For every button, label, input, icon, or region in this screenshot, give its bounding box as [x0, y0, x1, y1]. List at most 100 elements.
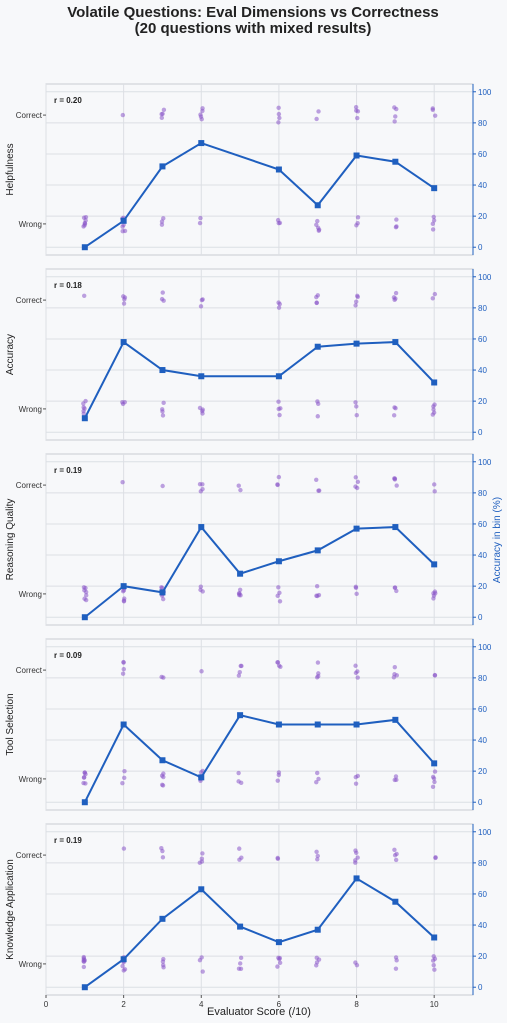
panel-2: 0 20 40 60 80 100 Wrong Correct Accuracy r = 0.18 [5, 268, 492, 441]
scatter-point [353, 663, 358, 668]
scatter-point [394, 588, 399, 594]
right-tick-label: 0 [478, 428, 483, 437]
scatter-point [392, 664, 398, 670]
scatter-point [314, 584, 320, 589]
scatter-point [276, 955, 281, 961]
scatter-point [81, 780, 86, 786]
scatter-point [353, 400, 358, 405]
scatter-point [83, 218, 88, 223]
scatter-point [121, 301, 127, 306]
scatter-point [275, 660, 280, 665]
scatter-point [199, 117, 204, 122]
x-axis-label: Evaluator Score (/10) [207, 1006, 311, 1018]
scatter-point [120, 112, 126, 118]
scatter-point [391, 413, 397, 418]
accuracy-marker [81, 799, 88, 806]
scatter-point [236, 483, 241, 488]
scatter-point [237, 670, 242, 675]
scatter-point [354, 485, 360, 491]
scatter-point [238, 487, 243, 493]
right-tick-label: 40 [478, 181, 487, 190]
scatter-point [392, 105, 397, 110]
scatter-point [160, 959, 166, 964]
scatter-point [237, 846, 242, 851]
x-tick-label: 8 [354, 1000, 359, 1009]
scatter-point [84, 593, 89, 598]
scatter-point [393, 114, 398, 119]
scatter-point [433, 591, 438, 596]
scatter-point [161, 298, 166, 303]
correlation-label: r = 0.19 [54, 836, 82, 845]
scatter-point [121, 968, 126, 973]
correct-tick-label: Correct [16, 111, 43, 120]
right-tick-label: 60 [478, 890, 487, 899]
scatter-point [82, 293, 87, 298]
scatter-point [353, 848, 358, 853]
right-tick-label: 40 [478, 921, 487, 930]
scatter-point [160, 413, 166, 418]
scatter-point [120, 229, 125, 234]
scatter-point [159, 585, 164, 590]
scatter-point [393, 290, 399, 296]
scatter-point [355, 215, 361, 220]
accuracy-marker [353, 525, 360, 532]
scatter-point [315, 770, 320, 776]
scatter-point [432, 489, 437, 494]
correlation-label: r = 0.09 [54, 651, 82, 660]
scatter-point [275, 964, 280, 969]
scatter-point [198, 584, 204, 589]
plot-area [45, 268, 474, 441]
scatter-point [353, 858, 358, 863]
scatter-point [120, 401, 126, 407]
right-tick-label: 20 [478, 767, 487, 776]
accuracy-marker [392, 898, 399, 905]
right-tick-label: 100 [478, 643, 492, 652]
scatter-point [316, 488, 321, 493]
wrong-tick-label: Wrong [19, 220, 42, 229]
accuracy-marker [314, 343, 321, 350]
wrong-tick-label: Wrong [19, 960, 42, 969]
scatter-points [81, 474, 438, 604]
right-tick-label: 20 [478, 952, 487, 961]
plot-area [45, 453, 474, 626]
accuracy-line [83, 714, 435, 803]
scatter-point [159, 219, 165, 224]
accuracy-marker [431, 379, 438, 386]
accuracy-marker [275, 939, 282, 946]
scatter-point [355, 115, 360, 121]
accuracy-marker [81, 984, 88, 991]
scatter-point [200, 408, 205, 414]
accuracy-marker [275, 373, 282, 380]
scatter-point [277, 115, 282, 121]
scatter-points [81, 105, 438, 234]
scatter-point [315, 660, 321, 665]
scatter-point [315, 218, 320, 224]
scatter-point [394, 483, 399, 488]
accuracy-marker [275, 166, 282, 173]
accuracy-marker [237, 570, 244, 577]
accuracy-marker [81, 415, 88, 422]
scatter-point [316, 109, 321, 114]
scatter-point [315, 593, 320, 599]
accuracy-marker [431, 561, 438, 568]
scatter-point [122, 768, 127, 774]
right-tick-label: 40 [478, 366, 487, 375]
accuracy-marker [353, 875, 360, 882]
scatter-point [316, 957, 322, 962]
scatter-point [314, 779, 319, 785]
scatter-point [276, 663, 282, 668]
accuracy-marker [120, 583, 127, 590]
scatter-point [200, 108, 205, 114]
accuracy-marker [198, 524, 205, 531]
accuracy-marker [120, 217, 127, 224]
scatter-point [354, 413, 359, 418]
accuracy-marker [275, 558, 282, 565]
accuracy-marker [120, 721, 127, 728]
scatter-point [160, 596, 166, 602]
scatter-point [198, 489, 204, 494]
right-tick-label: 60 [478, 335, 487, 344]
scatter-point [392, 672, 397, 677]
scatter-point [277, 590, 282, 596]
scatter-point [354, 591, 359, 597]
